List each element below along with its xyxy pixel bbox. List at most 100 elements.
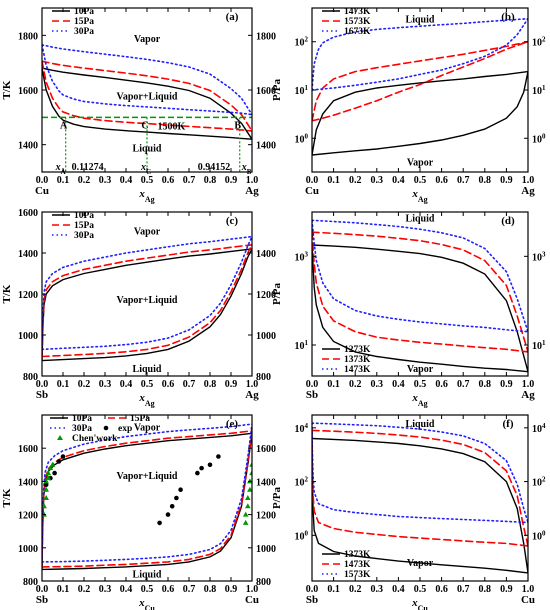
y-tick-label: 800 bbox=[23, 372, 38, 383]
x-tick-label: 0.3 bbox=[99, 584, 112, 595]
series-line-15Pa-liquid bbox=[42, 244, 252, 358]
y-tick-label-right: 1000 bbox=[256, 544, 276, 555]
x-tick-label: 0.7 bbox=[183, 379, 196, 390]
x-tick-label: 0.3 bbox=[371, 175, 384, 186]
x-end-label-left: Sb bbox=[36, 594, 48, 606]
chen-point bbox=[249, 470, 252, 476]
y-tick-label: 1600 bbox=[18, 444, 38, 455]
exp-point bbox=[43, 482, 49, 488]
y-tick-label: 1600 bbox=[18, 208, 38, 219]
x-axis-label: xAg bbox=[411, 392, 427, 408]
x-tick-label: 0.9 bbox=[500, 584, 513, 595]
x-tick-label: 0.4 bbox=[120, 379, 133, 390]
region-label-liquid: Liquid bbox=[406, 214, 435, 225]
region-label-vapor-liquid: Vapor+Liquid bbox=[117, 91, 178, 102]
series-line-15Pa-vapor bbox=[42, 60, 252, 132]
x-tick-label: 0.6 bbox=[162, 584, 175, 595]
series-line-1573K-vapor bbox=[312, 422, 528, 524]
y-tick-label-right: 1400 bbox=[256, 249, 276, 260]
x-tick-label: 0.0 bbox=[306, 379, 319, 390]
panel-label: (d) bbox=[501, 215, 515, 227]
marker-label-C: C bbox=[141, 120, 148, 131]
y-axis-label: T/K bbox=[1, 488, 13, 507]
legend-marker-exp bbox=[103, 425, 109, 431]
exp-point bbox=[195, 470, 200, 476]
y-tick-label: 1400 bbox=[18, 249, 38, 260]
panel-f: Liquid Vapor 0.0 0.1 0.2 0.3 0.4 0.5 0.6 0.7 0.8 0.… bbox=[271, 414, 546, 610]
legend-label: 10Pa bbox=[72, 414, 92, 424]
y-tick-label-right: 1600 bbox=[256, 86, 276, 97]
region-label-liquid: Liquid bbox=[406, 419, 435, 430]
series-line-1373K-vapor bbox=[312, 437, 528, 574]
y-tick-label-right: 103 bbox=[532, 250, 546, 263]
series-line-1673K-liquid bbox=[312, 17, 528, 91]
panel-a: 1500K AxA 0.11274 CxC BxB 0.94152 Vapor Vapor+… bbox=[1, 7, 276, 204]
x-tick-label: 0.1 bbox=[327, 175, 340, 186]
x-tick-label: 0.9 bbox=[500, 175, 513, 186]
legend-label: 10Pa bbox=[74, 211, 94, 221]
series-line-1573K-liquid bbox=[312, 422, 528, 524]
panel-label: (a) bbox=[226, 11, 239, 23]
series-line-1673K-vapor bbox=[312, 17, 528, 91]
x-tick-label: 0.5 bbox=[414, 584, 427, 595]
hline-label: 1500K bbox=[158, 121, 186, 132]
exp-point bbox=[174, 495, 179, 501]
x-tick-label: 0.9 bbox=[225, 584, 238, 595]
series-line-1473K-liquid bbox=[312, 429, 528, 547]
y-tick-label: 102 bbox=[295, 36, 309, 49]
legend-label: 1373K bbox=[344, 355, 371, 365]
series-line-1473K-vapor bbox=[312, 219, 528, 333]
series-line-1373K-liquid bbox=[312, 231, 528, 353]
panel-d: Liquid Vapor 0.0 0.1 0.2 0.3 0.4 0.5 0.6 0.7 0.8 0.… bbox=[271, 211, 546, 408]
marker-value-A: 0.11274 bbox=[70, 162, 104, 173]
y-tick-label-right: 102 bbox=[532, 476, 546, 489]
x-tick-label: 0.3 bbox=[371, 379, 384, 390]
x-tick-label: 0.4 bbox=[392, 584, 405, 595]
y-tick-label-right: 102 bbox=[532, 36, 546, 49]
exp-point bbox=[52, 470, 57, 476]
series-line-10Pa-vapor bbox=[42, 67, 252, 140]
x-tick-label: 0.6 bbox=[162, 379, 175, 390]
y-tick-label: 1800 bbox=[18, 31, 38, 42]
x-tick-label: 0.5 bbox=[414, 379, 427, 390]
y-axis-label: T/K bbox=[1, 284, 13, 303]
region-label-vapor: Vapor bbox=[407, 558, 434, 569]
legend-label: exp bbox=[118, 424, 132, 434]
legend-label: 30Pa bbox=[74, 231, 94, 241]
panel-label: (c) bbox=[226, 215, 239, 227]
y-tick-label-right: 101 bbox=[532, 84, 546, 97]
series-group bbox=[312, 17, 528, 156]
y-tick-label: 800 bbox=[23, 577, 38, 588]
y-tick-label-right: 104 bbox=[532, 422, 546, 435]
x-tick-label: 0.7 bbox=[183, 584, 196, 595]
x-tick-label: 0.6 bbox=[162, 175, 175, 186]
chen-point bbox=[245, 503, 251, 509]
y-tick-label-right: 1400 bbox=[256, 141, 276, 152]
chen-point bbox=[49, 461, 56, 467]
x-tick-label: 0.8 bbox=[479, 584, 492, 595]
series-line-30Pa-liquid bbox=[42, 44, 252, 116]
x-end-label-right: Cu bbox=[521, 594, 535, 606]
x-end-label-right: Ag bbox=[245, 389, 259, 401]
legend-label: 1373K bbox=[344, 550, 371, 560]
x-tick-label: 0.6 bbox=[435, 175, 448, 186]
chen-point bbox=[242, 511, 249, 517]
exp-point bbox=[56, 459, 62, 464]
panel-e: Vapor Vapor+Liquid Liquid 0.0 0.1 0.2 0.3 0.4 0.… bbox=[1, 414, 276, 610]
chen-point bbox=[45, 475, 52, 481]
x-tick-label: 0.8 bbox=[479, 175, 492, 186]
x-tick-label: 0.9 bbox=[225, 175, 238, 186]
x-tick-label: 1.0 bbox=[246, 379, 259, 390]
marker-label-A: A bbox=[60, 120, 68, 131]
series-line-1473K-liquid bbox=[312, 70, 528, 156]
x-tick-label: 0.8 bbox=[204, 379, 217, 390]
x-tick-label: 0.2 bbox=[349, 175, 362, 186]
chen-point bbox=[43, 478, 49, 484]
series-group bbox=[42, 235, 252, 362]
x-tick-label: 0.5 bbox=[414, 175, 427, 186]
x-tick-label: 0.0 bbox=[36, 175, 49, 186]
x-tick-label: 0.7 bbox=[183, 175, 196, 186]
